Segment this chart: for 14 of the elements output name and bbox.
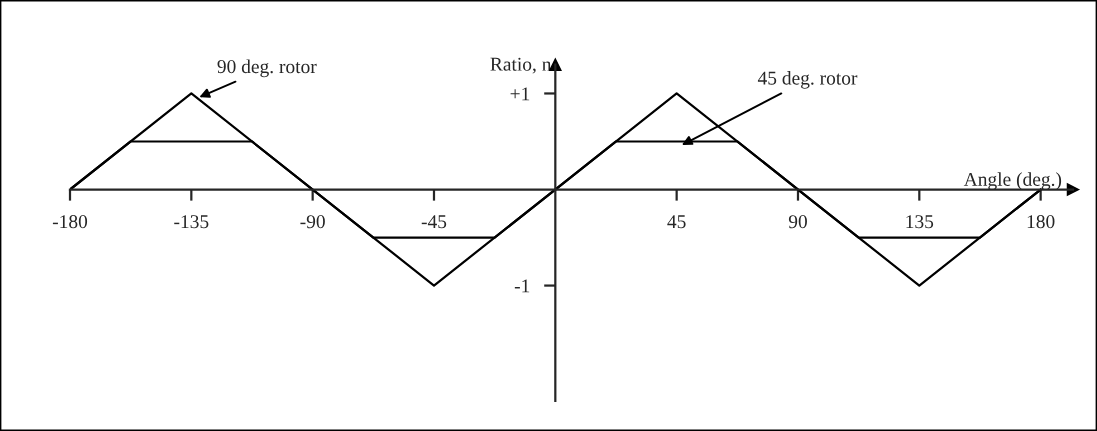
x-tick-label: 135: [906, 215, 934, 229]
annotation: 45 deg. rotor: [757, 70, 858, 89]
x-tick-label: -90: [300, 215, 325, 229]
x-axis-title: Angle (deg.): [963, 172, 1062, 190]
y-axis-title: Ratio, n: [490, 57, 552, 74]
x-tick-label: -135: [174, 215, 209, 229]
x-tick-label: -45: [421, 215, 447, 229]
annotation: 90 deg. rotor: [217, 59, 317, 78]
x-tick-label: 90: [788, 215, 807, 229]
y-tick-label: +1: [510, 87, 530, 101]
x-tick-label: 180: [1027, 215, 1055, 229]
x-tick-label: -180: [52, 215, 88, 229]
x-tick-label: 45: [667, 215, 686, 229]
y-tick-label: -1: [514, 279, 530, 293]
